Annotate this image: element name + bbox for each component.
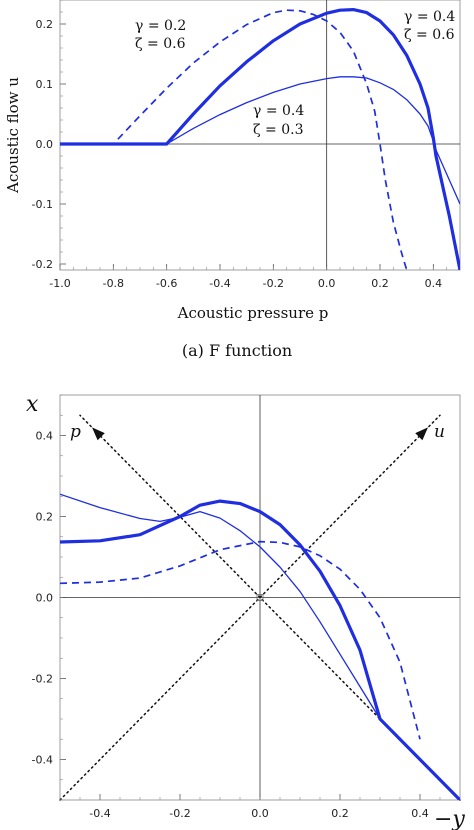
series-line-thick-bottom <box>60 499 460 800</box>
x-tick-label: 0.4 <box>411 807 429 820</box>
y-axis-label-top: Acoustic flow u <box>4 77 22 194</box>
x-tick-label: 0.2 <box>331 807 349 820</box>
annotation-zeta-1: ζ = 0.6 <box>135 36 186 52</box>
y-tick-label: 0.1 <box>36 78 54 91</box>
y-tick-label: 0.0 <box>36 592 54 605</box>
arrow-p-head <box>92 427 105 441</box>
series-line-thin-top <box>60 76 460 205</box>
chart-f-function: -1.0 -0.8 -0.6 -0.4 -0.2 0.0 0.2 0.4 -0.2 -0.1 0.0… <box>4 0 461 360</box>
x-tick-label: -0.2 <box>263 277 284 290</box>
y-tick-label: 0.2 <box>36 18 54 31</box>
x-tick-label: -0.6 <box>156 277 177 290</box>
diagonal-u-axis <box>59 414 441 801</box>
y-tick-label: -0.2 <box>32 673 53 686</box>
x-tick-label: -0.4 <box>89 807 110 820</box>
x-axis-label-bottom: −y <box>434 807 465 830</box>
x-tick-label: -0.2 <box>169 807 190 820</box>
series-line-thick-top <box>60 8 460 270</box>
annotation-zeta-2: ζ = 0.6 <box>404 27 455 43</box>
tick-labels-top: -1.0 -0.8 -0.6 -0.4 -0.2 0.0 0.2 0.4 -0.2 -0.1 0.0… <box>32 18 443 290</box>
x-tick-label: -0.8 <box>103 277 124 290</box>
annotation-gamma-1: γ = 0.2 <box>135 18 186 34</box>
diagonal-label-p: p <box>70 422 81 442</box>
arrow-u-head <box>415 427 428 441</box>
y-tick-label: 0.4 <box>36 430 54 443</box>
tick-labels-bottom: -0.4 -0.2 0.0 0.2 0.4 -0.4 -0.2 0.0 0.2 0.4 <box>32 430 429 821</box>
annotation-zeta-3: ζ = 0.3 <box>253 122 303 138</box>
y-tick-label: 0.0 <box>36 138 54 151</box>
x-tick-label: 0.2 <box>371 277 389 290</box>
x-tick-label: -1.0 <box>49 277 70 290</box>
series-line-thin-bottom <box>60 493 381 720</box>
series-group-bottom <box>60 493 460 800</box>
y-tick-label: -0.2 <box>32 258 53 271</box>
x-tick-label: 0.0 <box>318 277 336 290</box>
figure-caption: (a) F function <box>182 341 292 360</box>
chart-phase-plane: -0.4 -0.2 0.0 0.2 0.4 -0.4 -0.2 0.0 0.2 0.4 p u −… <box>26 392 465 830</box>
y-tick-label: -0.1 <box>32 198 53 211</box>
tick-marks-bottom <box>59 394 461 801</box>
series-line-dashed-top <box>60 9 408 270</box>
y-axis-label-bottom: x <box>26 392 39 417</box>
series-line-dashed-bottom <box>60 540 421 740</box>
x-tick-label: -0.4 <box>209 277 230 290</box>
x-tick-label: 0.0 <box>251 807 269 820</box>
y-tick-label: 0.2 <box>36 511 54 524</box>
diagonal-label-u: u <box>434 422 445 442</box>
y-tick-label: -0.4 <box>32 754 53 767</box>
x-axis-label-top: Acoustic pressure p <box>177 304 329 322</box>
x-tick-label: 0.4 <box>425 277 443 290</box>
series-group-top <box>60 8 460 270</box>
annotation-gamma-3: γ = 0.4 <box>253 103 304 119</box>
origin-marker <box>256 594 264 601</box>
annotation-gamma-2: γ = 0.4 <box>404 9 455 25</box>
